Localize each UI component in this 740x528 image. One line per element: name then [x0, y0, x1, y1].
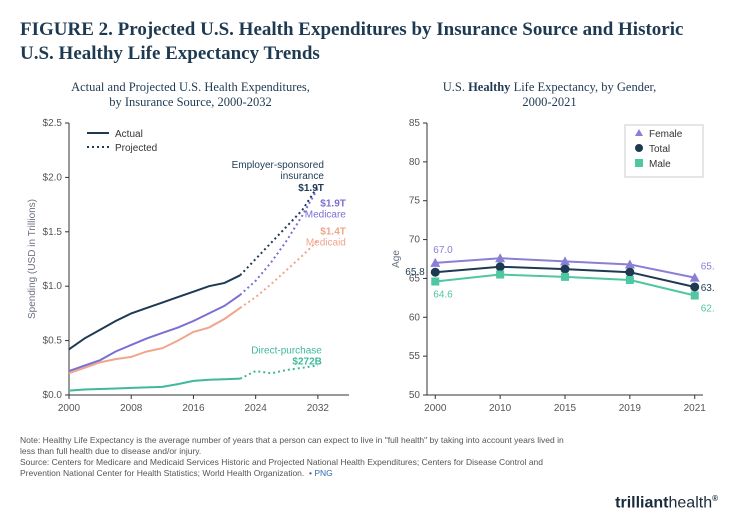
svg-text:2032: 2032 — [306, 403, 329, 414]
svg-text:2010: 2010 — [489, 403, 512, 414]
svg-text:$0.0: $0.0 — [42, 390, 62, 401]
svg-text:Employer-sponsored: Employer-sponsored — [231, 160, 323, 171]
svg-text:Actual: Actual — [115, 129, 143, 140]
svg-text:Female: Female — [649, 129, 683, 140]
svg-text:2015: 2015 — [553, 403, 576, 414]
svg-text:63.9: 63.9 — [700, 283, 714, 294]
charts-row: Actual and Projected U.S. Health Expendi… — [20, 80, 720, 425]
svg-text:75: 75 — [408, 195, 420, 206]
svg-text:60: 60 — [408, 312, 420, 323]
svg-text:67.0: 67.0 — [433, 245, 453, 256]
figure-container: FIGURE 2. Projected U.S. Health Expendit… — [0, 0, 740, 528]
svg-text:$1.5: $1.5 — [42, 227, 62, 238]
svg-text:2019: 2019 — [618, 403, 641, 414]
note-text: Note: Healthy Life Expectancy is the ave… — [20, 435, 564, 456]
svg-text:Direct-purchase: Direct-purchase — [251, 345, 322, 356]
left-subtitle: Actual and Projected U.S. Health Expendi… — [71, 80, 310, 111]
svg-text:2008: 2008 — [120, 403, 143, 414]
svg-text:2000: 2000 — [424, 403, 447, 414]
svg-text:Male: Male — [649, 159, 671, 170]
expenditure-chart: $0.0 $0.5 $1.0 $1.5 $2.0 $2.5 2000 2008 2016 2024… — [21, 115, 361, 425]
svg-text:$0.5: $0.5 — [42, 335, 62, 346]
svg-text:62.8: 62.8 — [700, 303, 714, 314]
svg-text:2000: 2000 — [57, 403, 80, 414]
svg-text:50: 50 — [408, 390, 420, 401]
svg-text:$2.5: $2.5 — [42, 118, 62, 129]
svg-text:$272B: $272B — [292, 356, 321, 367]
figure-label: FIGURE 2. — [20, 19, 113, 40]
svg-text:80: 80 — [408, 157, 420, 168]
footnote: Note: Healthy Life Expectancy is the ave… — [20, 435, 580, 479]
svg-text:Projected: Projected — [115, 143, 157, 154]
svg-text:insurance: insurance — [280, 171, 324, 182]
source-text: Source: Centers for Medicare and Medicai… — [20, 457, 543, 478]
svg-text:64.6: 64.6 — [433, 289, 453, 300]
svg-text:85: 85 — [408, 118, 420, 129]
svg-text:2024: 2024 — [244, 403, 267, 414]
figure-title: FIGURE 2. Projected U.S. Health Expendit… — [20, 18, 720, 66]
life-expectancy-chart: 505560657075808520002010201520192021AgeF… — [385, 115, 715, 425]
figure-title-text: Projected U.S. Health Expenditures by In… — [20, 19, 683, 64]
svg-text:$1.9T: $1.9T — [320, 198, 346, 209]
png-link[interactable]: PNG — [314, 468, 332, 478]
svg-text:$1.4T: $1.4T — [320, 226, 346, 237]
left-chart-col: Actual and Projected U.S. Health Expendi… — [20, 80, 361, 425]
svg-text:55: 55 — [408, 351, 420, 362]
svg-text:Medicaid: Medicaid — [305, 237, 345, 248]
svg-text:$1.0: $1.0 — [42, 281, 62, 292]
svg-text:65.1: 65.1 — [700, 261, 714, 272]
svg-text:2021: 2021 — [683, 403, 706, 414]
trilliant-logo: trillianthealth® — [615, 494, 718, 512]
svg-text:70: 70 — [408, 234, 420, 245]
svg-text:Spending (USD in Trillions): Spending (USD in Trillions) — [27, 199, 38, 319]
svg-text:$1.9T: $1.9T — [298, 183, 324, 194]
svg-text:$2.0: $2.0 — [42, 172, 62, 183]
svg-text:Age: Age — [391, 249, 402, 267]
svg-text:Medicare: Medicare — [304, 209, 346, 220]
right-subtitle: U.S. Healthy Life Expectancy, by Gender,… — [443, 80, 657, 111]
svg-text:2016: 2016 — [182, 403, 205, 414]
svg-text:65.8: 65.8 — [405, 267, 425, 278]
right-chart-col: U.S. Healthy Life Expectancy, by Gender,… — [379, 80, 720, 425]
svg-text:Total: Total — [649, 144, 670, 155]
